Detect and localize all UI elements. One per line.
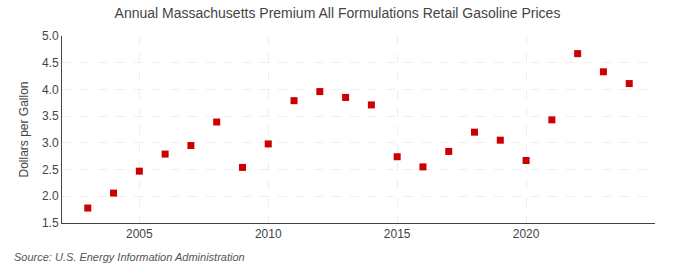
svg-text:Source: U.S. Energy Informatio: Source: U.S. Energy Information Administ… xyxy=(14,251,245,263)
svg-text:2020: 2020 xyxy=(513,227,540,241)
svg-text:4.0: 4.0 xyxy=(42,83,59,97)
svg-text:2.0: 2.0 xyxy=(42,189,59,203)
svg-text:2.5: 2.5 xyxy=(42,163,59,177)
svg-text:2015: 2015 xyxy=(384,227,411,241)
svg-text:2005: 2005 xyxy=(126,227,153,241)
svg-text:5.0: 5.0 xyxy=(42,29,59,43)
svg-text:4.5: 4.5 xyxy=(42,56,59,70)
svg-text:3.5: 3.5 xyxy=(42,109,59,123)
svg-text:Dollars per Gallon: Dollars per Gallon xyxy=(17,81,31,177)
svg-text:3.0: 3.0 xyxy=(42,136,59,150)
svg-text:2010: 2010 xyxy=(255,227,282,241)
svg-text:1.5: 1.5 xyxy=(42,216,59,230)
svg-text:Annual Massachusetts Premium A: Annual Massachusetts Premium All Formula… xyxy=(115,5,561,21)
